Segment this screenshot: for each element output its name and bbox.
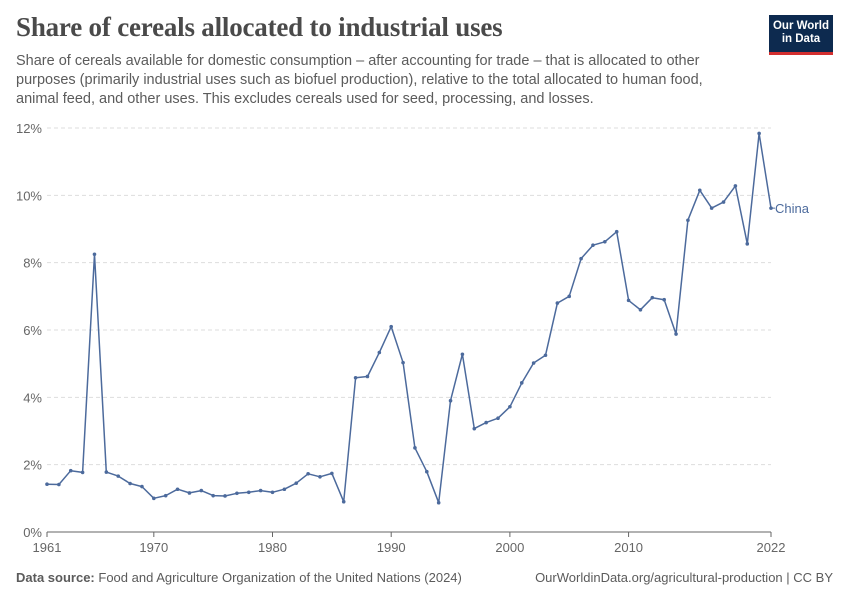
data-point [152,496,156,501]
data-point [413,446,417,450]
data-point [697,188,702,193]
data-point [436,500,441,505]
x-tick-label: 1980 [258,540,287,555]
data-point [258,488,263,493]
x-tick-label: 2010 [614,540,643,555]
data-point [270,490,275,495]
data-point [555,301,560,305]
data-point [45,482,49,486]
data-point [662,297,666,302]
data-point [128,481,132,486]
data-point [460,352,465,357]
data-point [519,381,524,385]
x-tick-label: 2022 [757,540,786,555]
data-point [246,490,251,495]
data-point [733,184,738,188]
data-point [57,482,61,487]
data-point [211,493,215,498]
chart-subtitle: Share of cereals available for domestic … [16,53,703,107]
data-point [472,426,477,431]
logo-line-1: Our World [772,20,829,32]
data-point [448,398,453,403]
logo-line-2: in Data [781,33,821,45]
series-label: China [775,201,810,216]
owid-logo[interactable]: Our World in Data [769,15,833,55]
data-point [294,481,299,485]
data-point [140,484,144,489]
data-point [389,324,393,329]
y-tick-label: 0% [23,525,42,540]
x-tick-label: 1961 [33,540,62,555]
data-point [579,256,583,261]
source-text[interactable]: Food and Agriculture Organization of the… [98,570,462,585]
x-tick-label: 2000 [495,540,524,555]
data-point [282,487,287,492]
y-tick-label: 10% [16,188,42,203]
data-point [341,499,346,504]
data-point [377,350,382,355]
x-tick-label: 1970 [139,540,168,555]
series-line-china [46,132,772,504]
data-point [80,470,85,475]
data-point [591,243,595,247]
y-axis-ticks: 0% 2% 4% 6% 8% 10% 12% [16,121,42,540]
data-point [650,295,655,300]
source-label: Data source: [16,570,95,585]
data-point [614,229,619,234]
y-tick-label: 2% [23,458,42,473]
data-point [638,308,643,312]
data-point [116,474,121,478]
data-point [709,206,714,210]
footer-link[interactable]: OurWorldinData.org/agricultural-producti… [535,570,833,585]
data-source: Data source: Food and Agriculture Organi… [16,570,462,585]
data-point [330,471,334,476]
data-point [603,239,607,244]
data-point [353,376,358,380]
data-point [223,494,227,498]
x-axis: 1961 1970 1980 1990 2000 2010 2022 [33,531,786,555]
data-point [508,404,512,409]
data-point [674,332,678,336]
data-point [187,491,192,495]
data-point [425,469,429,474]
data-point [626,298,631,303]
data-point [531,361,536,365]
y-tick-label: 12% [16,121,42,136]
y-tick-label: 4% [23,390,42,405]
data-point [175,487,180,492]
data-point [401,360,405,365]
grid-lines [47,127,771,466]
data-point [721,200,726,204]
data-point [306,471,310,476]
data-point [163,493,168,498]
data-point [199,488,204,493]
data-point [757,131,761,136]
data-point [92,252,97,257]
data-point [745,242,750,246]
data-point [686,218,690,223]
y-tick-label: 6% [23,323,42,338]
x-tick-label: 1990 [377,540,406,555]
chart-title: Share of cereals allocated to industrial… [16,12,503,42]
data-point [235,491,239,496]
y-tick-label: 8% [23,256,42,271]
data-point [104,470,109,474]
data-point [496,416,500,421]
series-layer: China [45,131,810,505]
data-point [318,474,322,479]
data-point [543,353,548,358]
data-point [68,468,73,473]
data-point [484,420,488,425]
data-point [769,206,773,210]
data-point [365,374,370,379]
data-point [567,294,572,299]
